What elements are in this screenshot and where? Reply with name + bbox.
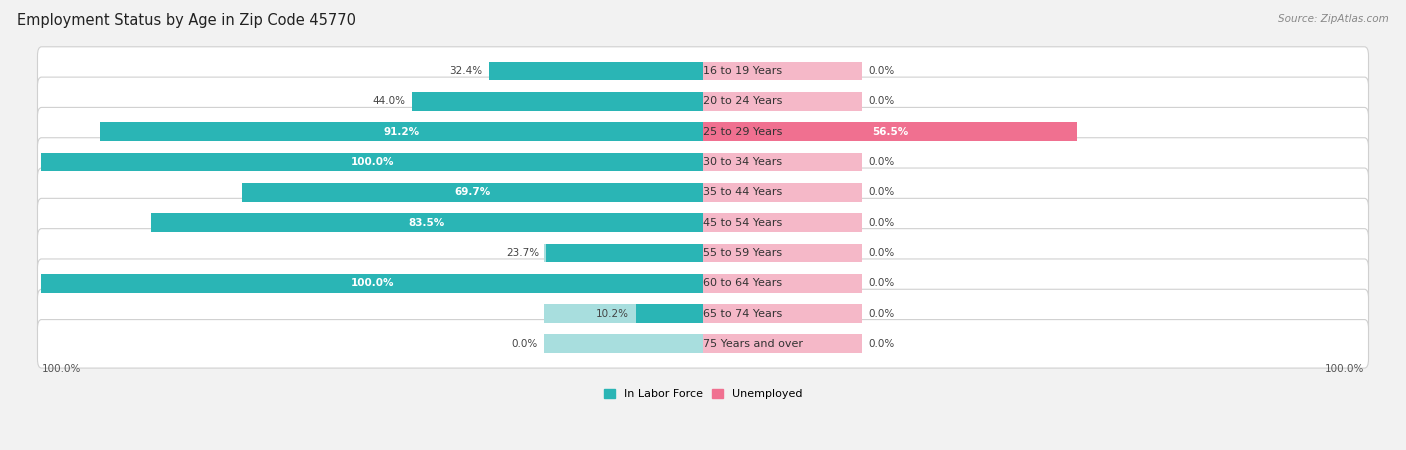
FancyBboxPatch shape [38, 289, 1368, 338]
Bar [412, 92, 703, 111]
Bar [703, 183, 862, 202]
Text: 25 to 29 Years: 25 to 29 Years [703, 126, 782, 137]
FancyBboxPatch shape [38, 47, 1368, 95]
Text: 65 to 74 Years: 65 to 74 Years [703, 309, 782, 319]
Bar [100, 122, 703, 141]
Bar [703, 213, 862, 232]
Text: 100.0%: 100.0% [1326, 364, 1365, 374]
Bar [703, 243, 862, 262]
Text: 0.0%: 0.0% [869, 309, 894, 319]
Bar [544, 274, 703, 292]
Bar [544, 62, 703, 81]
Text: 0.0%: 0.0% [869, 187, 894, 197]
Text: 69.7%: 69.7% [454, 187, 491, 197]
FancyBboxPatch shape [38, 168, 1368, 216]
Text: 0.0%: 0.0% [869, 218, 894, 228]
Text: 35 to 44 Years: 35 to 44 Years [703, 187, 782, 197]
Bar [703, 304, 862, 323]
Text: 20 to 24 Years: 20 to 24 Years [703, 96, 782, 106]
Bar [242, 183, 703, 202]
Legend: In Labor Force, Unemployed: In Labor Force, Unemployed [599, 385, 807, 404]
Text: 32.4%: 32.4% [449, 66, 482, 76]
Bar [544, 122, 703, 141]
Bar [150, 213, 703, 232]
Text: 100.0%: 100.0% [350, 278, 394, 288]
Text: 75 Years and over: 75 Years and over [703, 339, 803, 349]
Text: 60 to 64 Years: 60 to 64 Years [703, 278, 782, 288]
FancyBboxPatch shape [38, 320, 1368, 368]
Bar [544, 153, 703, 171]
Text: Source: ZipAtlas.com: Source: ZipAtlas.com [1278, 14, 1389, 23]
Text: 0.0%: 0.0% [869, 278, 894, 288]
FancyBboxPatch shape [38, 198, 1368, 247]
Bar [703, 274, 862, 292]
FancyBboxPatch shape [38, 138, 1368, 186]
Bar [489, 62, 703, 81]
Text: 10.2%: 10.2% [596, 309, 628, 319]
FancyBboxPatch shape [38, 77, 1368, 126]
Bar [703, 122, 862, 141]
Bar [546, 243, 703, 262]
Bar [544, 334, 703, 353]
Text: Employment Status by Age in Zip Code 45770: Employment Status by Age in Zip Code 457… [17, 14, 356, 28]
Text: 100.0%: 100.0% [350, 157, 394, 167]
Bar [703, 153, 862, 171]
Text: 0.0%: 0.0% [869, 157, 894, 167]
Text: 0.0%: 0.0% [869, 66, 894, 76]
Text: 91.2%: 91.2% [384, 126, 419, 137]
Text: 56.5%: 56.5% [872, 126, 908, 137]
Bar [636, 304, 703, 323]
Bar [703, 92, 862, 111]
Text: 45 to 54 Years: 45 to 54 Years [703, 218, 782, 228]
Bar [703, 122, 1077, 141]
FancyBboxPatch shape [38, 259, 1368, 307]
Bar [41, 153, 703, 171]
Text: 30 to 34 Years: 30 to 34 Years [703, 157, 782, 167]
Text: 0.0%: 0.0% [869, 96, 894, 106]
FancyBboxPatch shape [38, 229, 1368, 277]
Bar [41, 274, 703, 292]
Text: 100.0%: 100.0% [41, 364, 80, 374]
Text: 83.5%: 83.5% [409, 218, 444, 228]
Text: 16 to 19 Years: 16 to 19 Years [703, 66, 782, 76]
Bar [703, 62, 862, 81]
Text: 0.0%: 0.0% [869, 248, 894, 258]
Bar [544, 183, 703, 202]
Bar [544, 304, 703, 323]
Bar [544, 92, 703, 111]
Text: 44.0%: 44.0% [373, 96, 405, 106]
Text: 0.0%: 0.0% [512, 339, 537, 349]
Text: 23.7%: 23.7% [506, 248, 540, 258]
FancyBboxPatch shape [38, 108, 1368, 156]
Bar [544, 243, 703, 262]
Text: 0.0%: 0.0% [869, 339, 894, 349]
Bar [544, 213, 703, 232]
Text: 55 to 59 Years: 55 to 59 Years [703, 248, 782, 258]
Bar [703, 334, 862, 353]
